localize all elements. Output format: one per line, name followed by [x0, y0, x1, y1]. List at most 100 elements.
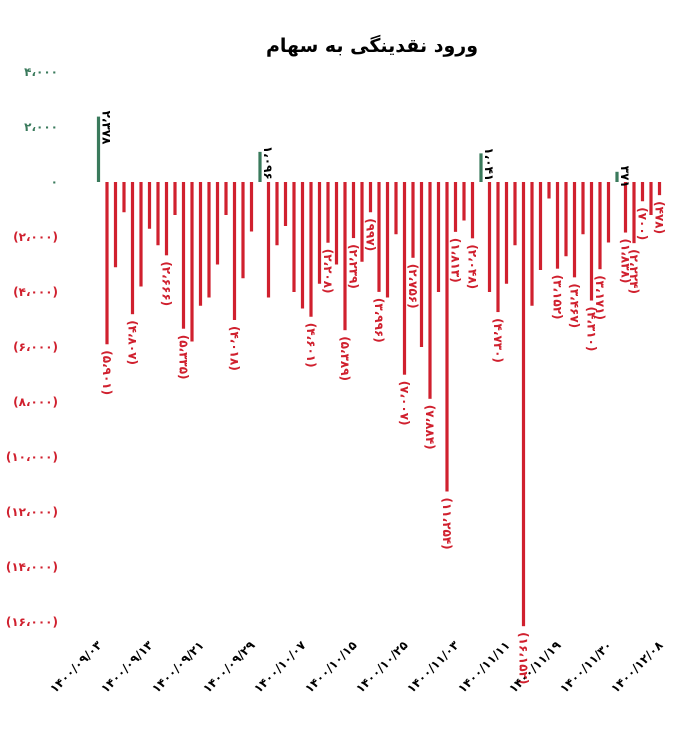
data-labels: ۲،۳۷۸ (۵،۹۰۱) (۴،۸۰۷) (۲،۶۶۶) (۵،۳۳۵) (۴،۰۱۸)… [100, 111, 667, 685]
bar [283, 182, 288, 226]
bar [139, 182, 143, 287]
bar [615, 171, 619, 182]
data-label: ۳۷۱ [618, 166, 632, 188]
bar [436, 182, 441, 292]
bar [428, 182, 432, 399]
y-tick-label: ۴،۰۰۰ [24, 65, 58, 79]
data-label: (۳،۱۷۱) [593, 275, 607, 320]
bar [96, 116, 101, 182]
chart-title: ورود نقدینگی به سهام [266, 34, 478, 57]
bar [649, 182, 653, 215]
bar [317, 182, 322, 284]
bar [530, 182, 534, 306]
data-label: (۳،۹۹۶) [372, 298, 386, 343]
bar [462, 182, 466, 221]
bar [181, 182, 186, 329]
y-tick-label: ۲،۰۰۰ [24, 120, 58, 134]
bar [581, 182, 585, 235]
bar [105, 182, 109, 345]
y-axis-ticks: ۴،۰۰۰ ۲،۰۰۰ ۰ (۲،۰۰۰) (۴،۰۰۰) (۶،۰۰۰) (۸،۰۰۰) (… [6, 65, 58, 629]
bar [164, 182, 169, 256]
bar [249, 182, 254, 232]
bar [640, 182, 645, 202]
data-label: (۳،۱۵۲) [551, 275, 565, 320]
y-tick-label: (۱۲،۰۰۰) [6, 505, 58, 519]
bar [122, 182, 126, 213]
bar [496, 182, 500, 313]
bar [156, 182, 160, 246]
bar [632, 182, 636, 244]
data-label: ۲،۳۷۸ [100, 111, 114, 146]
data-label: (۴،۰۱۸) [228, 326, 242, 371]
data-label: (۲،۶۶۶) [160, 261, 174, 306]
bar [445, 182, 449, 492]
bar [207, 182, 211, 298]
bar [232, 182, 237, 320]
data-label: (۵،۹۰۱) [100, 350, 114, 395]
data-label: ۱،۰۴۱ [482, 147, 496, 181]
bar [368, 182, 373, 213]
y-tick-label: (۱۶،۰۰۰) [6, 615, 58, 629]
bar [130, 182, 135, 315]
bar [402, 182, 407, 375]
bar [190, 182, 194, 342]
data-label: (۵،۳۸۹) [338, 336, 352, 381]
y-tick-label: (۱۴،۰۰۰) [6, 560, 58, 574]
y-tick-label: (۱۰،۰۰۰) [6, 450, 58, 464]
y-tick-label: (۶،۰۰۰) [13, 340, 58, 354]
data-label: (۲،۲۰۸) [321, 249, 335, 294]
bar [266, 182, 271, 298]
bar [521, 182, 526, 627]
bar [547, 182, 551, 199]
bar [275, 182, 279, 246]
bar [470, 182, 475, 239]
bar [453, 182, 458, 232]
data-label: (۴،۷۳۰) [491, 318, 505, 363]
bar [224, 182, 228, 215]
y-tick-label: (۲،۰۰۰) [13, 230, 58, 244]
data-label: (۷،۰۰۷) [398, 381, 412, 426]
bar [598, 182, 602, 270]
bar [513, 182, 517, 246]
data-label: (۱،۸۳۸) [619, 239, 633, 284]
y-tick-label: (۸،۰۰۰) [13, 395, 58, 409]
y-tick-label: (۴،۰۰۰) [13, 285, 58, 299]
bar [623, 182, 628, 233]
bar [555, 182, 560, 269]
bar [589, 182, 594, 301]
y-tick-label: ۰ [51, 175, 58, 189]
bar [538, 182, 543, 270]
bar [300, 182, 305, 309]
bar [572, 182, 577, 278]
data-label: (۴،۸۰۷) [126, 320, 140, 365]
bar [394, 182, 398, 235]
bar [334, 182, 339, 265]
data-label: (۲،۰۴۸) [466, 244, 480, 289]
bar [385, 182, 390, 298]
bar [351, 182, 356, 239]
bar [377, 182, 381, 292]
bar [241, 182, 245, 279]
data-label: (۲،۷۵۶) [406, 264, 420, 309]
data-label: (۲،۲۳۹) [347, 244, 361, 289]
bar [258, 151, 262, 182]
bar [487, 182, 492, 292]
bar [147, 182, 152, 229]
bar [360, 182, 364, 262]
bar [564, 182, 568, 257]
data-label: (۴۷۸) [653, 201, 667, 234]
bar [173, 182, 177, 215]
bars [96, 116, 662, 627]
data-label: (۴،۶۰۱) [304, 323, 318, 368]
data-label: (۵،۳۳۵) [177, 335, 191, 380]
data-label: (۷،۸۸۴) [423, 405, 437, 450]
bar [479, 153, 483, 182]
data-label: (۷۰۰) [636, 207, 650, 240]
bar [411, 182, 415, 258]
bar [343, 182, 347, 331]
bar [309, 182, 313, 317]
data-label: (۱۶،۱۵۲) [517, 632, 531, 684]
bar [657, 182, 662, 196]
